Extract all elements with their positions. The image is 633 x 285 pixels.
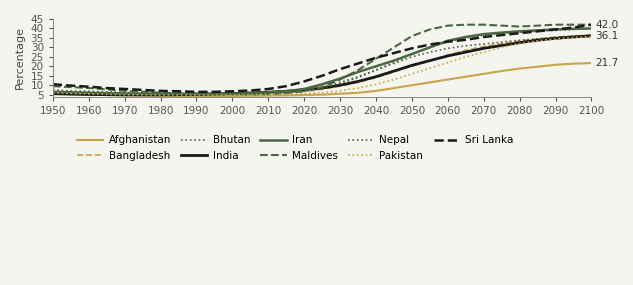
Y-axis label: Percentage: Percentage — [15, 26, 25, 89]
Text: 42.0: 42.0 — [595, 20, 618, 30]
Legend: Afghanistan, Bangladesh, Bhutan, India, Iran, Maldives, Nepal, Pakistan, Sri Lan: Afghanistan, Bangladesh, Bhutan, India, … — [73, 131, 517, 165]
Text: 36.1: 36.1 — [595, 31, 618, 41]
Text: 21.7: 21.7 — [595, 58, 618, 68]
